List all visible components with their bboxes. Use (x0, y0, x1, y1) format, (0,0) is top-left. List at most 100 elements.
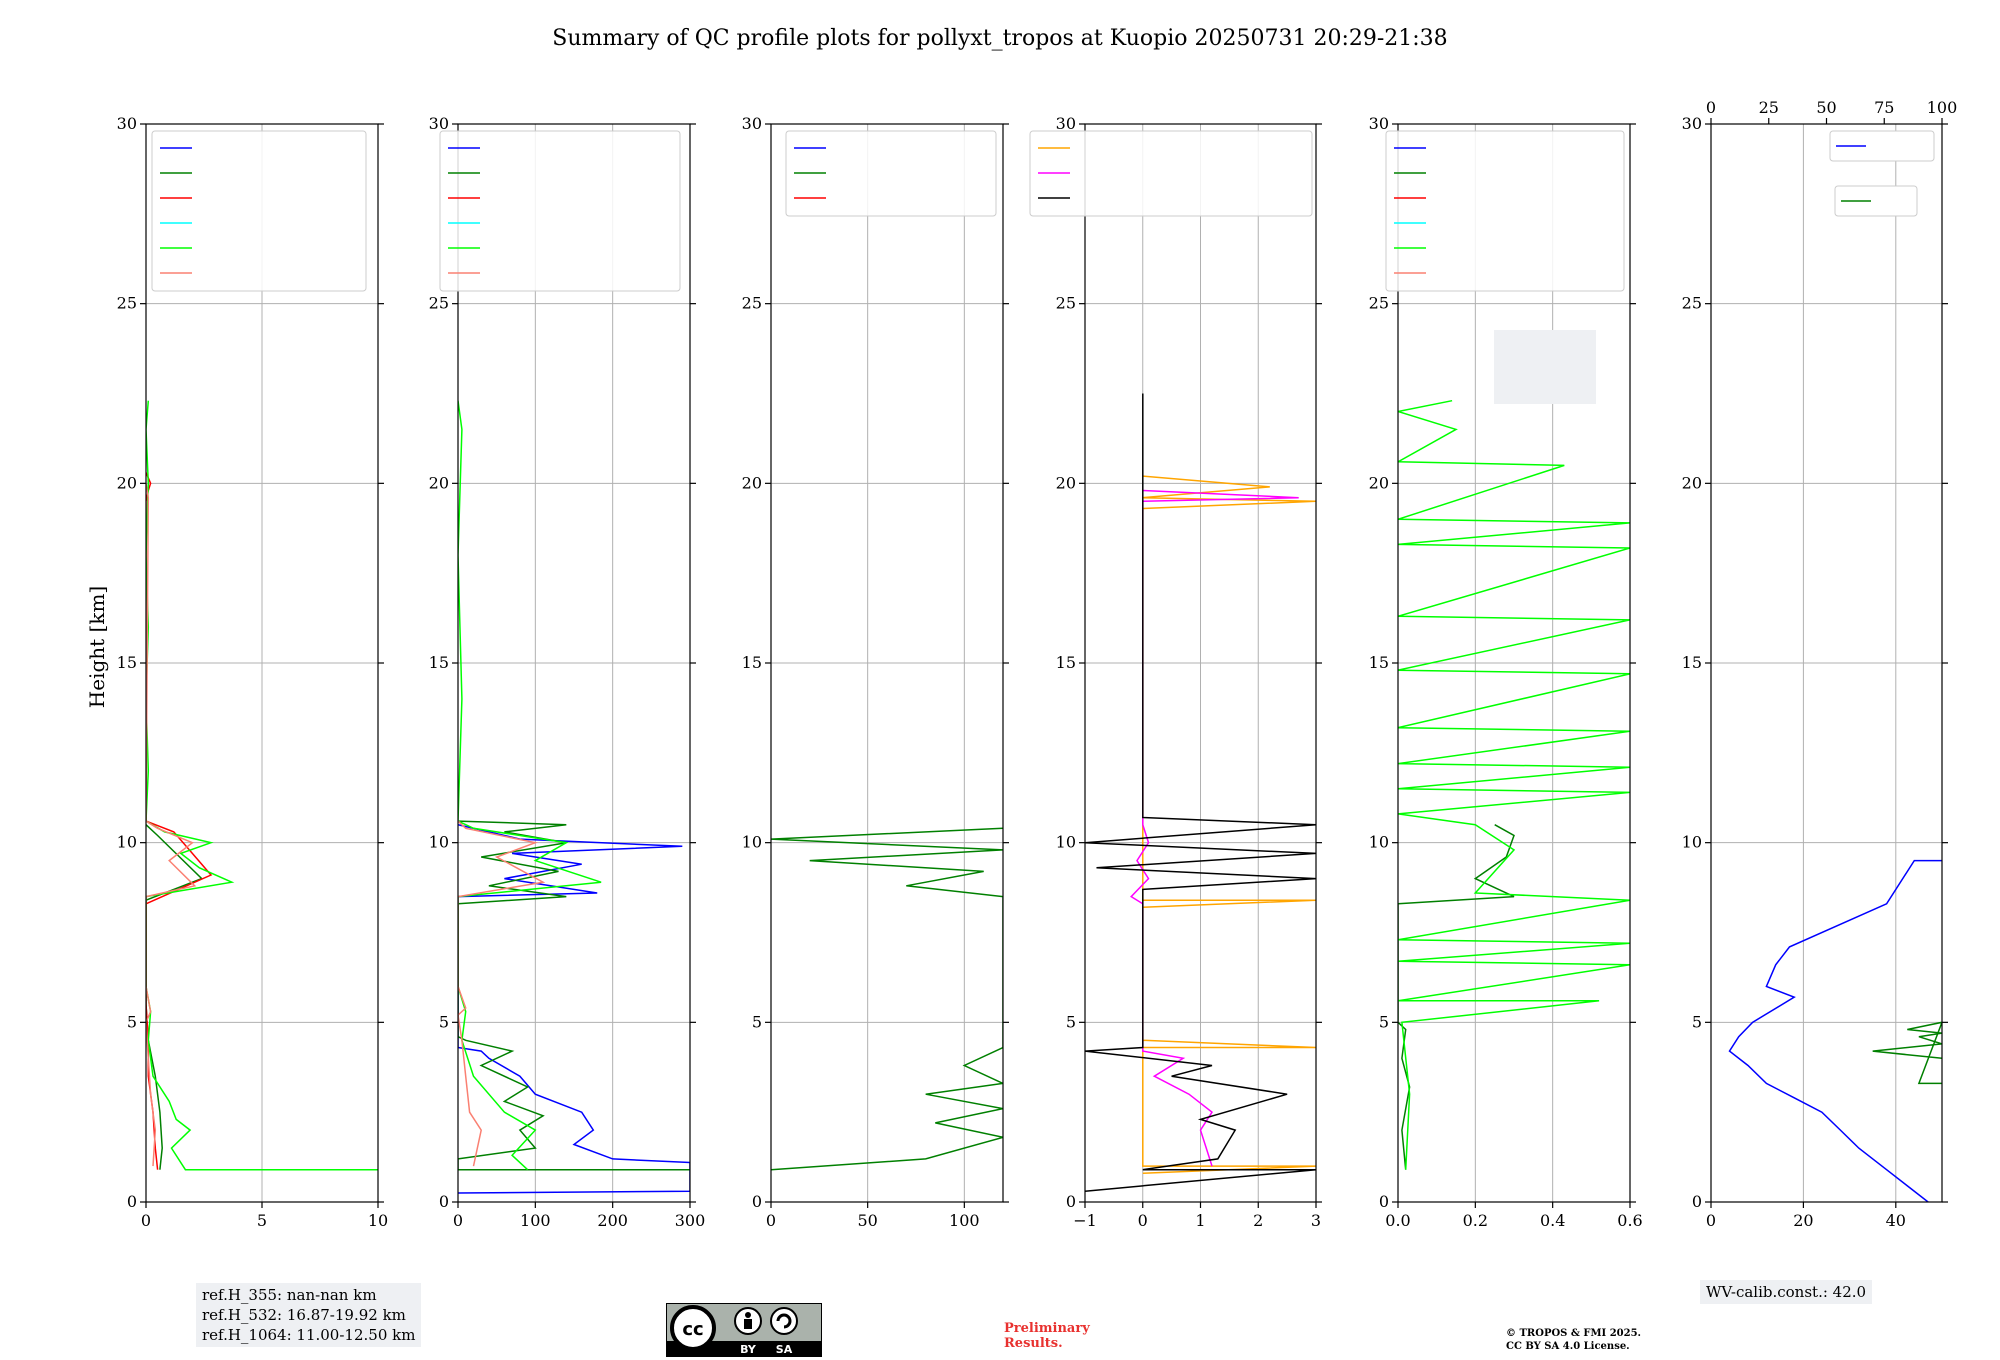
legend (785, 130, 997, 217)
wv-calib-const: WV-calib.const.: 42.0 (1706, 1283, 1867, 1301)
y-tick-label: 5 (1066, 1012, 1076, 1031)
x-tick-label: −1 (1073, 1211, 1097, 1230)
y-tick-label: 5 (1692, 1012, 1702, 1031)
series-line-pardepol-raman-532 (1398, 824, 1515, 1170)
y-tick-label: 25 (1682, 294, 1702, 313)
legend-box (1029, 130, 1313, 217)
legend (1834, 185, 1918, 217)
y-tick-label: 20 (429, 473, 449, 492)
x-tick-label: 0.4 (1540, 1211, 1565, 1230)
y-tick-label: 0 (1066, 1192, 1076, 1211)
y-tick-label: 30 (117, 114, 137, 133)
y-tick-label: 20 (117, 473, 137, 492)
y-tick-label: 15 (742, 653, 762, 672)
legend (1029, 130, 1313, 217)
x2-tick-label: 0 (1706, 98, 1716, 117)
y-tick-label: 15 (1056, 653, 1076, 672)
y-tick-label: 20 (1369, 473, 1389, 492)
x-tick-label: 0 (766, 1211, 776, 1230)
y-tick-label: 20 (1056, 473, 1076, 492)
x-tick-label: 200 (597, 1211, 628, 1230)
y-tick-label: 25 (1056, 294, 1076, 313)
panel-backscatter: 0 5 10 15 20 25 30 0 5 10 (117, 114, 389, 1230)
y-tick-label: 0 (439, 1192, 449, 1211)
series-line-wvmr (1728, 859, 1942, 1202)
series-line-aerbsc-klett-1064 (146, 483, 197, 1167)
cc-sa-label: SA (776, 1343, 793, 1356)
y-tick-label: 15 (429, 653, 449, 672)
legend-box (1834, 185, 1918, 217)
legend-box (439, 130, 681, 292)
x-tick-label: 10 (368, 1211, 388, 1230)
x-tick-label: 1 (1195, 1211, 1205, 1230)
legend (439, 130, 681, 292)
x-tick-label: 50 (857, 1211, 877, 1230)
series-line-rh (1872, 1021, 1942, 1085)
y-tick-label: 15 (1369, 653, 1389, 672)
panel-lidar_ratio: 0 5 10 15 20 25 30 0 50 100 (742, 114, 1009, 1230)
y-tick-label: 15 (1682, 653, 1702, 672)
x-tick-label: 300 (675, 1211, 706, 1230)
y-tick-label: 15 (117, 653, 137, 672)
cc-by-label: BY (740, 1343, 757, 1356)
panel-depol: 0 5 10 15 20 25 30 0.0 0.2 0.4 0.6 (1369, 114, 1643, 1230)
y-tick-label: 20 (742, 473, 762, 492)
y-tick-label: 0 (1379, 1192, 1389, 1211)
y-tick-label: 25 (1369, 294, 1389, 313)
ref-h-1064: ref.H_1064: 11.00-12.50 km (202, 1326, 416, 1344)
eta-note-bg (1494, 330, 1596, 404)
x2-tick-label: 75 (1874, 98, 1894, 117)
series-line-aerlr-raman-532 (771, 827, 1003, 1171)
y-tick-label: 10 (117, 833, 137, 852)
y-tick-label: 30 (742, 114, 762, 133)
preliminary-line-2: Results. (1004, 1336, 1063, 1351)
y-tick-label: 30 (429, 114, 449, 133)
y-tick-label: 5 (1379, 1012, 1389, 1031)
y-tick-label: 10 (1056, 833, 1076, 852)
preliminary-line-1: Preliminary (1004, 1321, 1090, 1336)
series-line-ae-beta-355-532-raman (1142, 475, 1316, 1175)
x-tick-label: 0.6 (1617, 1211, 1642, 1230)
x-tick-label: 5 (257, 1211, 267, 1230)
x-tick-label: 40 (1886, 1211, 1906, 1230)
y-axis-label: Height [km] (85, 586, 109, 708)
y-tick-label: 10 (1369, 833, 1389, 852)
series-line-aerext-raman-355 (458, 823, 690, 1194)
y-tick-label: 20 (1682, 473, 1702, 492)
y-tick-label: 30 (1056, 114, 1076, 133)
x-tick-label: 0 (453, 1211, 463, 1230)
wv-calib-note: WV-calib.const.: 42.0 (1700, 1280, 1873, 1304)
x-tick-label: 0.2 (1463, 1211, 1488, 1230)
figure-title: Summary of QC profile plots for pollyxt_… (552, 26, 1447, 51)
y-tick-label: 0 (127, 1192, 137, 1211)
ref-h-532: ref.H_532: 16.87-19.92 km (202, 1306, 406, 1324)
legend-box (785, 130, 997, 217)
x2-tick-label: 100 (1927, 98, 1958, 117)
series-line-aerbsc-klett-532-x-lr (458, 400, 602, 1171)
copyright-note: © TROPOS & FMI 2025. CC BY SA 4.0 Licens… (1506, 1327, 1641, 1353)
x2-tick-label: 25 (1759, 98, 1779, 117)
legend (1385, 130, 1625, 292)
y-tick-label: 10 (742, 833, 762, 852)
x-tick-label: 2 (1253, 1211, 1263, 1230)
x-tick-label: 100 (949, 1211, 980, 1230)
x-tick-label: 20 (1793, 1211, 1813, 1230)
x-tick-label: 3 (1311, 1211, 1321, 1230)
y-tick-label: 25 (742, 294, 762, 313)
series-line-aerext-raman-532 (458, 820, 690, 1171)
y-tick-label: 30 (1682, 114, 1702, 133)
series-line-ae-parext-355-532-raman (1085, 393, 1316, 1192)
legend-box (151, 130, 367, 292)
y-tick-label: 10 (429, 833, 449, 852)
copyright-line-2: CC BY SA 4.0 License. (1506, 1341, 1630, 1352)
y-tick-label: 10 (1682, 833, 1702, 852)
x-tick-label: 0 (141, 1211, 151, 1230)
preliminary-note: Preliminary Results. (1004, 1321, 1090, 1351)
copyright-line-1: © TROPOS & FMI 2025. (1506, 1328, 1642, 1339)
y-tick-label: 0 (752, 1192, 762, 1211)
